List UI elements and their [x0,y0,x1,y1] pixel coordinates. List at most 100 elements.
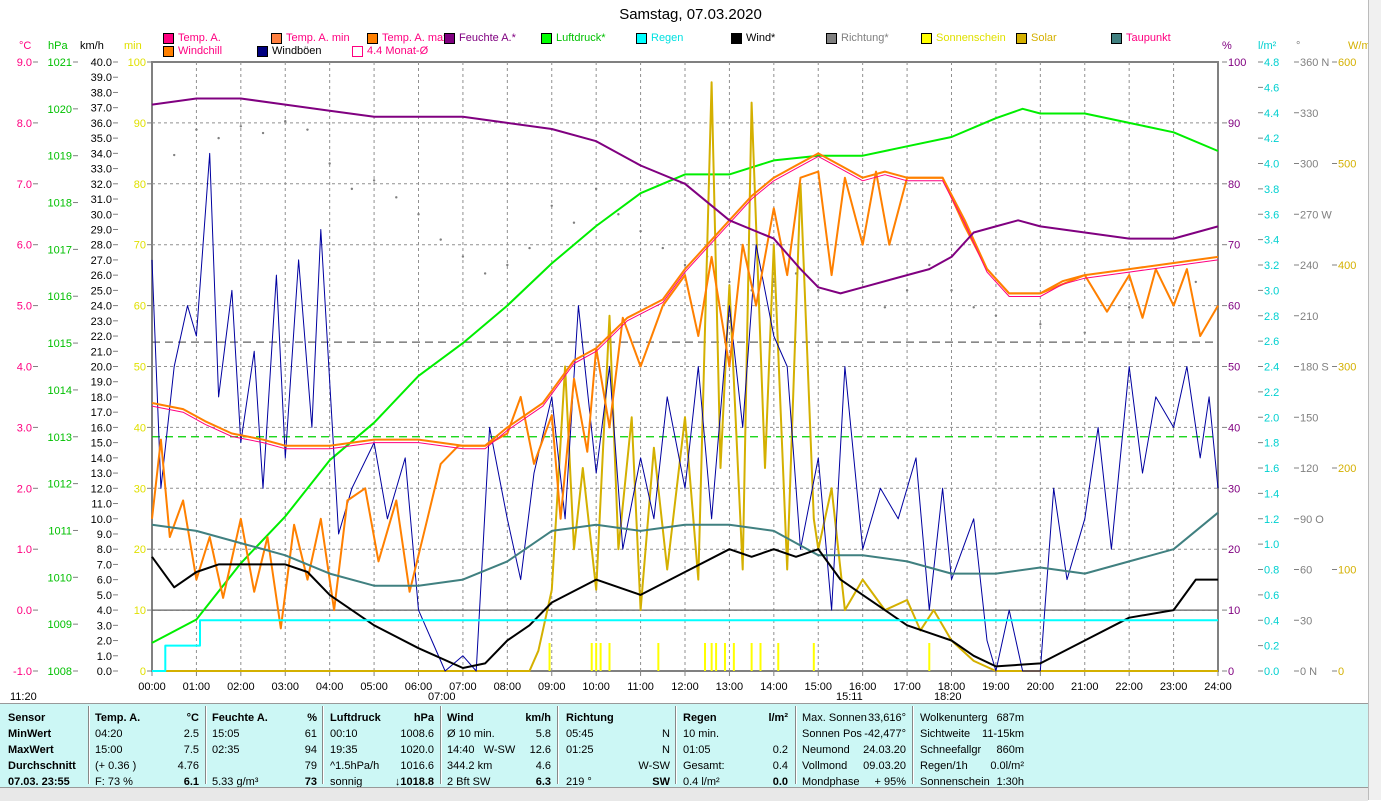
direction-value: W-SW [638,760,670,772]
legend-swatch [921,32,932,44]
header-sensor: Sensor [8,712,46,724]
axis-tick-label-direction: 120 [1300,463,1318,475]
legend-item: Feuchte A.* [444,32,516,44]
axis-tick-label-wind: 34.0 [91,148,112,160]
temp-label: F: 73 % [95,776,133,788]
axis-tick-label-direction: 90 O [1300,514,1324,526]
vertical-scrollbar[interactable] [1368,0,1381,800]
wind-value: 4.6 [535,760,551,772]
wind-label: 2 Bft SW [447,776,491,788]
direction-point [594,187,598,191]
pressure-value: 1016.6 [400,760,434,772]
axis-tick-label-humidity: 60 [1228,301,1240,313]
x-tick-label: 17:00 [893,681,921,693]
stats-table: Sensor MinWert MaxWert Durchschnitt 07.0… [0,703,1368,801]
axis-tick-label-wind: 7.0 [97,559,112,571]
col-pressure: Luftdruck hPa 00:10 1008.6 19:35 1020.0 ^1.5hP… [330,710,434,790]
misc-value: 0.0l/m² [990,760,1024,772]
legend-swatch [257,45,268,57]
axis-tick-label-rain: 1.4 [1264,488,1279,500]
axis-tick-label-pressure: 1021 [48,57,72,69]
wind-value: 12.6 [529,744,551,756]
humidity-label: 02:35 [212,744,240,756]
series-temp-a- [151,155,1219,450]
direction-point [284,120,287,123]
status-bar [0,787,1368,801]
unit-wind: km/h [525,712,551,724]
axis-tick-label-min: 40 [134,422,146,434]
axis-tick-label-humidity: 10 [1228,605,1240,617]
astro-label: Max. Sonnen [802,712,867,724]
direction-point [217,136,220,140]
axis-tick-label-min: 70 [134,240,146,252]
axis-tick-label-direction: 210 [1300,311,1318,323]
x-tick-label: 15:00 [804,681,832,693]
axis-tick-label-rain: 3.0 [1264,285,1279,297]
rain-value: 0.0 [772,776,788,788]
direction-point [1127,306,1131,309]
rain-value: 0.4 [772,760,788,772]
misc-value: 860m [996,744,1024,756]
humidity-label: 15:05 [212,728,240,740]
header-temp: Temp. A. [95,712,141,724]
axis-tick-label-temp: 6.0 [17,240,32,252]
axis-tick-label-temp: 5.0 [17,301,32,313]
axis-tick-label-rain: 2.8 [1264,311,1279,323]
x-tick-label: 05:00 [360,681,388,693]
x-tick-label: 12:00 [671,681,699,693]
direction-point [261,131,265,135]
legend-label: Windböen [272,45,322,57]
axis-tick-label-wind: 17.0 [91,407,112,419]
marker-sunrise-left: 11:20 [10,691,37,703]
direction-point [1194,280,1197,284]
axis-tick-label-rain: 0.4 [1264,615,1279,627]
rain-label: Gesamt: [683,760,725,772]
axis-tick-label-solar: 300 [1338,362,1356,374]
series-luftdruck [151,107,1219,644]
col-humidity: Feuchte A.% 15:05 61 02:35 94 79 5.33 g/m³ 73 [212,710,317,790]
pressure-label: 00:10 [330,728,358,740]
x-tick-label: 14:00 [760,681,788,693]
axis-tick-label-rain: 4.0 [1264,159,1279,171]
direction-point [661,246,664,250]
axis-tick-label-temp: 3.0 [17,422,32,434]
axis-tick-label-direction: 180 S [1300,362,1329,374]
axis-tick-label-rain: 3.6 [1264,209,1279,221]
unit-rain: l/m² [768,712,788,724]
axis-tick-label-wind: 31.0 [91,194,112,206]
axis-tick-label-solar: 500 [1338,159,1356,171]
misc-value: 1:30h [996,776,1024,788]
axis-tick-label-wind: 26.0 [91,270,112,282]
axis-tick-label-wind: 5.0 [97,590,112,602]
pressure-value: 1008.6 [400,728,434,740]
label-avg: Durchschnitt [8,760,76,772]
direction-point [483,272,487,275]
axis-tick-label-wind: 29.0 [91,224,112,236]
direction-point [461,255,465,258]
axis-tick-label-rain: 4.8 [1264,57,1279,69]
legend-swatch [541,32,552,44]
axis-tick-label-pressure: 1010 [48,572,72,584]
x-tick-label: 16:00 [849,681,877,693]
legend-swatch [1111,32,1122,44]
weather-chart: -1.0 0.0 1.0 2.0 3.0 4.0 5.0 6.0 7.0 8.0 9.0 1008 10… [13,57,1356,693]
humidity-value: 61 [304,728,317,740]
col-direction: Richtung 05:45 N 01:25 N W-SW 219 ° SW [566,710,670,790]
axis-tick-label-wind: 3.0 [97,620,112,632]
axis-tick-label-pressure: 1014 [48,385,72,397]
legend-label: Taupunkt [1126,32,1171,44]
pressure-value: ↓1018.8 [394,776,434,788]
legend-item: Windböen [257,45,322,57]
axis-tick-label-temp: 0.0 [17,605,32,617]
axis-tick-label-wind: 14.0 [91,453,112,465]
axis-tick-label-humidity: 20 [1228,544,1240,556]
series-feuchte-a- [151,97,1219,295]
col-misc: Wolkenunterg 687m Sichtweite 11-15km Schneef… [920,710,1024,790]
x-tick-label: 03:00 [271,681,299,693]
misc-value: 11-15km [982,728,1024,740]
axis-tick-label-pressure: 1012 [48,479,72,491]
axis-tick-label-rain: 2.2 [1264,387,1279,399]
axis-tick-label-humidity: 0 [1228,666,1234,678]
misc-label: Wolkenunterg [920,712,988,724]
header-rain: Regen [683,712,717,724]
